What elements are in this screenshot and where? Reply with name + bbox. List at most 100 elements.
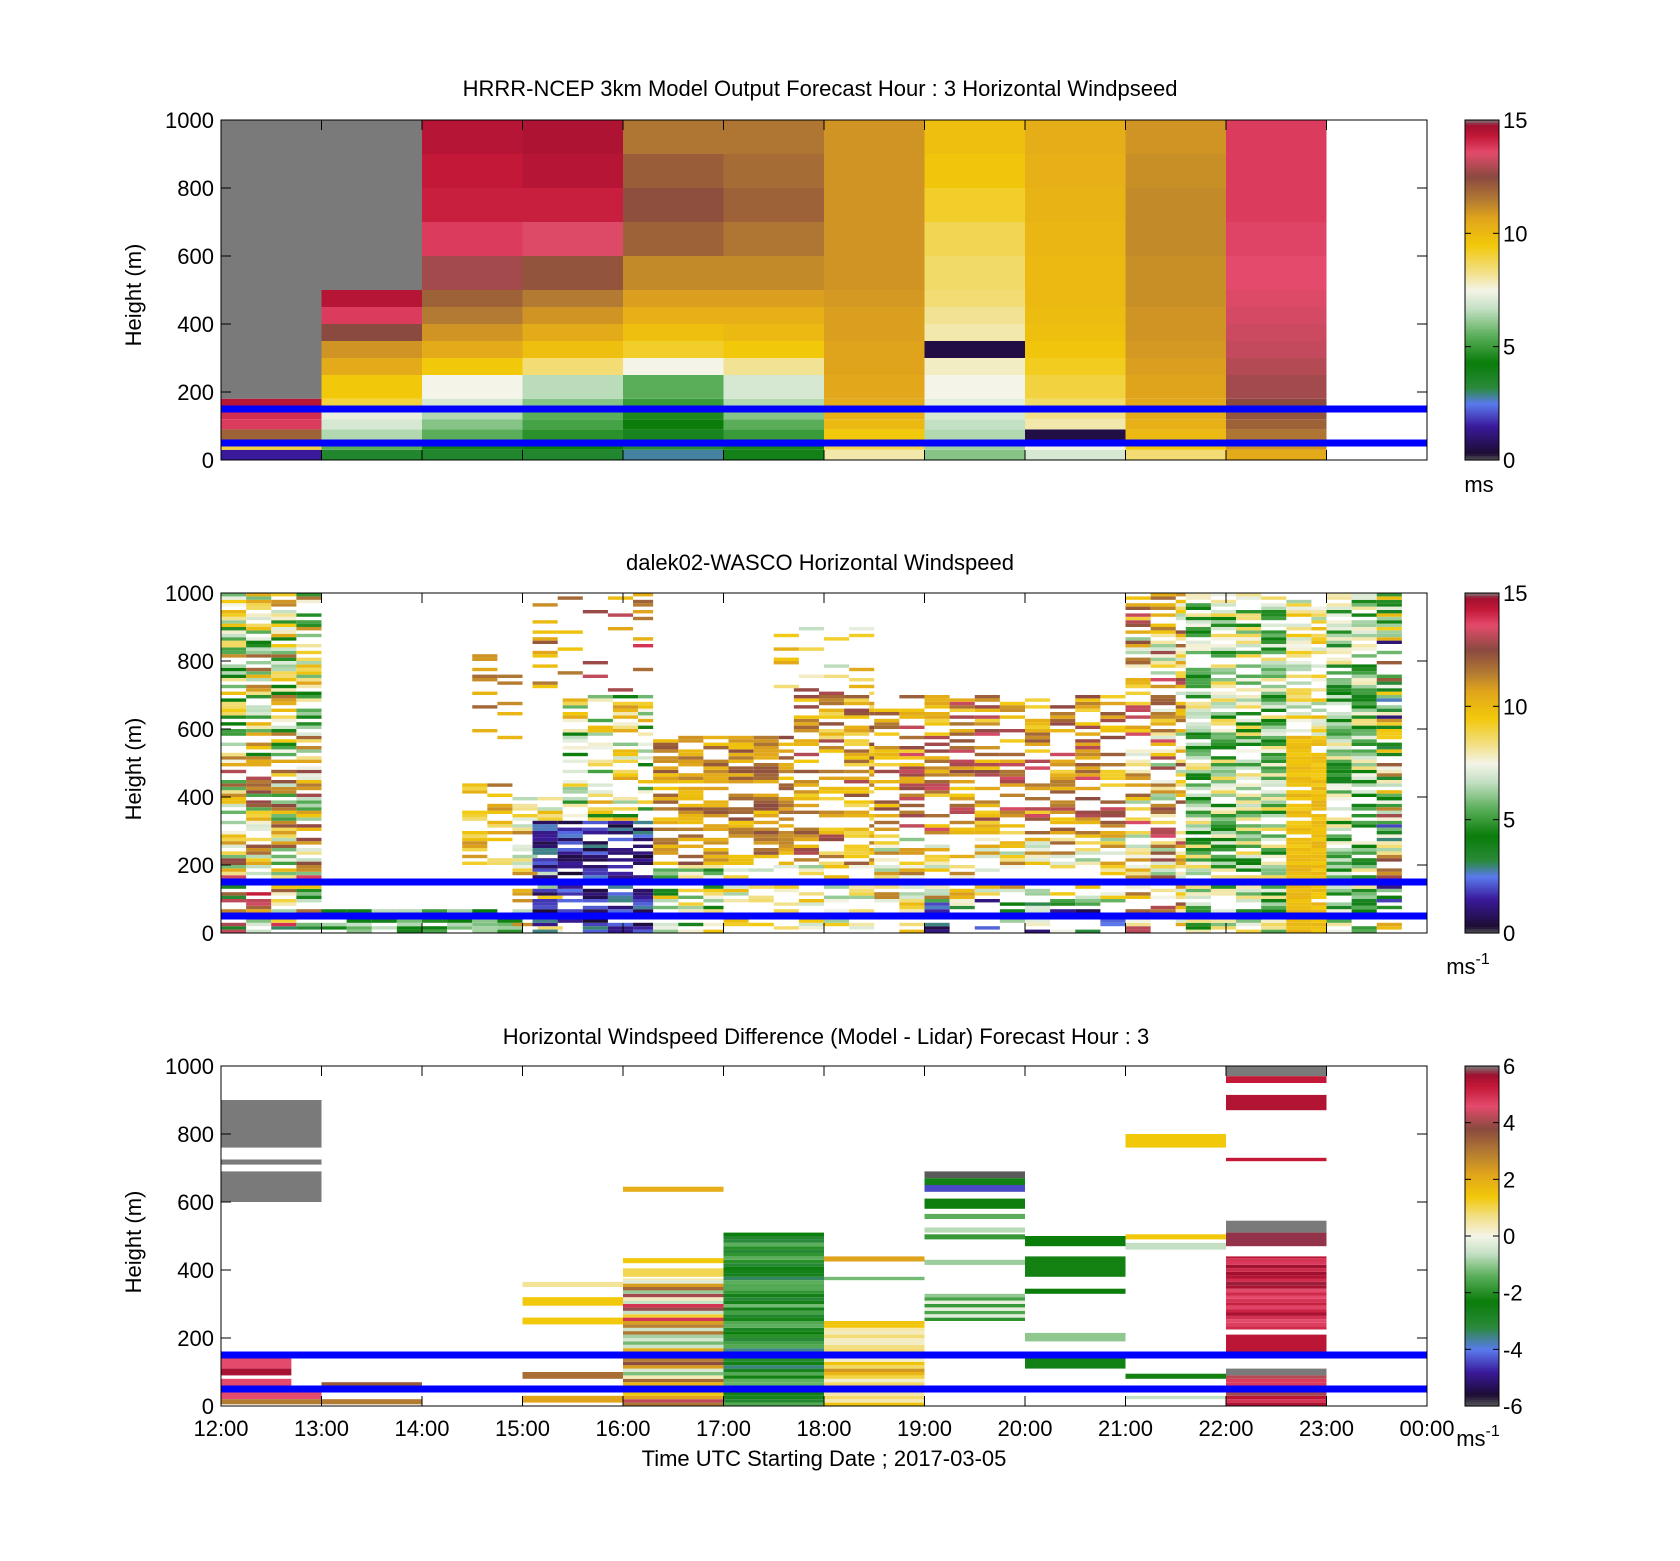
heatmap-cell — [1351, 637, 1377, 641]
heatmap-cell — [638, 732, 654, 736]
heatmap-cell — [1185, 746, 1211, 750]
heatmap-cell — [874, 712, 900, 716]
heatmap-cell — [1226, 1305, 1327, 1310]
heatmap-cell — [246, 892, 272, 896]
heatmap-cell — [653, 807, 679, 811]
heatmap-cell — [723, 1283, 824, 1287]
heatmap-cell — [623, 1314, 724, 1318]
heatmap-cell — [1311, 766, 1327, 770]
heatmap-cell — [678, 871, 704, 876]
heatmap-cell — [532, 892, 558, 896]
heatmap-cell — [623, 1399, 724, 1403]
heatmap-cell — [703, 905, 724, 910]
heatmap-cell — [512, 861, 538, 865]
heatmap-cell — [728, 834, 754, 838]
heatmap-cell — [849, 909, 875, 913]
heatmap-cell — [844, 725, 870, 729]
heatmap-cell — [1226, 1326, 1327, 1330]
heatmap-cell — [638, 756, 654, 760]
heatmap-cell — [1025, 375, 1126, 399]
heatmap-cell — [1351, 603, 1377, 607]
colorbar-segment — [1465, 636, 1499, 639]
heatmap-cell — [1050, 776, 1076, 780]
heatmap-cell — [1286, 763, 1312, 767]
heatmap-cell — [1125, 657, 1151, 661]
heatmap-cell — [1025, 831, 1051, 835]
heatmap-cell — [633, 895, 654, 899]
heatmap-cell — [1185, 827, 1211, 831]
heatmap-cell — [1075, 769, 1101, 774]
heatmap-cell — [818, 776, 845, 780]
heatmap-cell — [849, 885, 875, 889]
colorbar-segment — [1465, 1369, 1499, 1373]
colorbar-segment — [1465, 876, 1499, 880]
heatmap-cell — [899, 725, 925, 729]
heatmap-cell — [1125, 661, 1151, 665]
heatmap-cell — [1210, 841, 1237, 845]
heatmap-cell — [1351, 749, 1377, 753]
heatmap-cell — [1261, 637, 1287, 641]
heatmap-cell — [1175, 837, 1186, 842]
heatmap-cell — [246, 827, 272, 831]
heatmap-cell — [1326, 929, 1352, 933]
heatmap-cell — [1075, 858, 1101, 862]
heatmap-cell — [949, 810, 975, 814]
heatmap-cell — [1226, 1256, 1327, 1259]
heatmap-cell — [1351, 752, 1377, 757]
heatmap-cell — [612, 722, 639, 726]
heatmap-cell — [522, 375, 623, 399]
heatmap-cell — [874, 865, 900, 869]
colorbar-segment — [1465, 367, 1499, 370]
colorbar-unit-base: ms — [1446, 954, 1475, 979]
heatmap-cell — [562, 735, 588, 740]
heatmap-cell — [582, 922, 608, 927]
colorbar-segment — [1465, 781, 1499, 784]
heatmap-cell — [1226, 1261, 1327, 1265]
y-tick-label: 600 — [177, 244, 214, 269]
heatmap-cell — [1236, 729, 1262, 733]
heatmap-cell — [949, 865, 975, 869]
heatmap-cell — [1226, 1281, 1327, 1286]
heatmap-cell — [1185, 623, 1211, 627]
heatmap-cell — [1125, 324, 1226, 341]
heatmap-cell — [869, 851, 875, 855]
heatmap-cell — [1125, 375, 1226, 399]
heatmap-cell — [1150, 647, 1176, 651]
heatmap-cell — [899, 780, 925, 784]
y-tick-label: 200 — [177, 380, 214, 405]
heatmap-cell — [1226, 324, 1327, 341]
heatmap-cell — [723, 1273, 824, 1277]
heatmap-cell — [472, 919, 498, 923]
heatmap-cell — [949, 773, 975, 777]
colorbar-segment — [1465, 611, 1499, 614]
heatmap-cell — [999, 783, 1025, 787]
heatmap-cell — [346, 909, 372, 913]
heatmap-cell — [221, 630, 247, 634]
colorbar-segment — [1465, 1274, 1499, 1278]
heatmap-cell — [612, 807, 639, 811]
heatmap-cell — [753, 851, 779, 855]
heatmap-cell — [924, 419, 1025, 430]
heatmap-cell — [221, 742, 247, 746]
heatmap-cell — [999, 739, 1025, 743]
heatmap-cell — [246, 695, 272, 699]
heatmap-cell — [824, 429, 925, 440]
heatmap-cell — [1286, 705, 1312, 709]
heatmap-cell — [1185, 797, 1211, 801]
heatmap-cell — [1125, 644, 1151, 648]
heatmap-cell — [246, 919, 272, 923]
heatmap-cell — [1175, 681, 1186, 685]
heatmap-cell — [653, 746, 679, 750]
colorbar-segment — [1465, 167, 1499, 171]
heatmap-cell — [487, 837, 513, 842]
heatmap-cell — [623, 341, 724, 358]
x-tick-label: 19:00 — [897, 1416, 952, 1441]
heatmap-cell — [1311, 773, 1327, 777]
heatmap-cell — [522, 341, 623, 358]
colorbar-segment — [1465, 1279, 1499, 1282]
heatmap-cell — [1175, 854, 1186, 859]
heatmap-cell — [1150, 909, 1176, 913]
heatmap-cell — [623, 188, 724, 222]
heatmap-cell — [1125, 844, 1151, 848]
heatmap-cell — [1050, 909, 1076, 913]
